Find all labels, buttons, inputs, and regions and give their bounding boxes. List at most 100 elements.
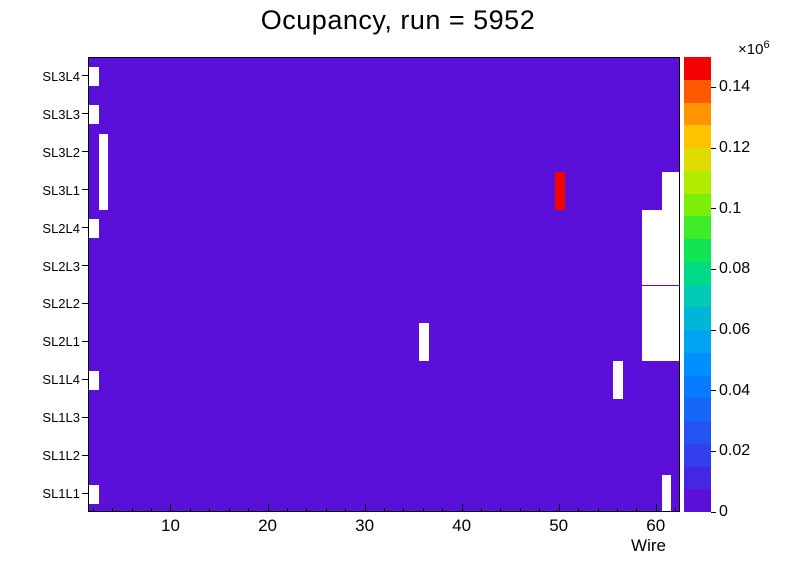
x-axis-minor-tick <box>636 508 638 512</box>
x-axis-minor-tick <box>675 508 677 512</box>
colorbar-band <box>684 215 711 239</box>
colorbar-tick-label: 0.1 <box>719 199 742 217</box>
x-axis-minor-tick <box>384 508 385 512</box>
x-axis-tick-label: 10 <box>161 516 180 535</box>
empty-bin <box>642 209 679 248</box>
empty-bin <box>89 105 99 125</box>
colorbar-band <box>684 306 711 330</box>
x-axis-tick <box>655 504 657 512</box>
colorbar-tick <box>711 86 716 88</box>
x-axis-minor-tick <box>442 508 444 512</box>
x-axis-tick-label: 60 <box>646 516 666 535</box>
colorbar-band <box>684 124 711 148</box>
heatmap-plot-area <box>88 57 680 512</box>
x-axis-minor-tick <box>481 508 483 512</box>
y-axis-label: SL3L2 <box>42 144 80 160</box>
hot-bin <box>554 171 565 210</box>
empty-bin <box>98 133 109 172</box>
empty-bin <box>418 323 429 362</box>
y-axis-label: SL2L2 <box>42 296 80 312</box>
y-axis-tick <box>82 340 89 342</box>
y-axis-label: SL1L3 <box>42 410 80 426</box>
y-axis-tick <box>82 189 89 191</box>
x-axis-minor-tick <box>228 508 230 512</box>
empty-bin <box>642 285 679 324</box>
empty-bin <box>89 219 99 239</box>
x-axis-minor-tick <box>422 508 424 512</box>
empty-bin <box>642 247 679 286</box>
colorbar-tick <box>711 329 716 331</box>
x-axis-tick <box>267 504 269 512</box>
y-axis-label: SL2L4 <box>42 220 80 236</box>
exponent-power: 6 <box>763 39 770 51</box>
colorbar-tick-label: 0.02 <box>719 442 751 460</box>
x-axis-minor-tick <box>92 508 94 512</box>
colorbar-tick <box>711 147 716 149</box>
x-axis-minor-tick <box>500 508 502 512</box>
y-axis-tick <box>82 75 89 77</box>
x-axis-tick <box>170 504 172 512</box>
x-axis-tick-label: 30 <box>355 516 375 535</box>
x-axis-minor-tick <box>616 508 618 512</box>
colorbar-band <box>684 329 711 353</box>
colorbar-band <box>684 238 711 262</box>
x-axis-minor-tick <box>286 508 288 512</box>
colorbar-band <box>684 283 711 308</box>
x-axis-minor-tick <box>519 508 521 512</box>
colorbar-band <box>684 420 711 444</box>
colorbar-band <box>684 192 711 217</box>
y-axis-tick <box>82 113 89 115</box>
colorbar-tick-label: 0.06 <box>719 321 751 338</box>
colorbar-tick-label: 0.04 <box>719 381 751 399</box>
colorbar-band <box>684 397 711 421</box>
y-axis-tick <box>82 454 89 456</box>
x-axis-minor-tick <box>248 508 250 512</box>
empty-bin <box>89 484 99 504</box>
colorbar-band <box>684 374 711 399</box>
x-axis-tick-label: 40 <box>452 516 472 535</box>
y-axis-tick <box>82 302 89 304</box>
colorbar-tick-label: 0 <box>719 503 728 520</box>
y-axis-tick <box>82 151 89 153</box>
colorbar-band <box>684 57 711 80</box>
colorbar-tick <box>711 208 716 210</box>
x-axis-minor-tick <box>189 508 191 512</box>
x-axis-minor-tick <box>597 508 599 512</box>
colorbar-exponent-label: ×106 <box>738 39 770 58</box>
colorbar-tick <box>711 450 716 452</box>
colorbar-band <box>684 79 711 103</box>
colorbar-tick <box>711 268 716 270</box>
colorbar-tick-label: 0.12 <box>719 139 751 156</box>
empty-bin <box>89 370 99 390</box>
empty-bin <box>98 171 109 210</box>
x-axis-minor-tick <box>403 508 405 512</box>
colorbar-tick <box>711 390 716 392</box>
colorbar-tick-label: 0.08 <box>719 260 751 278</box>
y-axis-tick <box>82 416 89 418</box>
colorbar-band <box>684 170 711 194</box>
x-axis-minor-tick <box>112 508 114 512</box>
colorbar <box>684 57 711 512</box>
empty-bin <box>661 475 672 511</box>
colorbar-band <box>684 147 711 171</box>
x-axis-minor-tick <box>345 508 347 512</box>
y-axis-label: SL2L1 <box>42 334 80 350</box>
y-axis-label: SL3L4 <box>42 68 80 84</box>
empty-bin <box>642 323 679 362</box>
x-axis-minor-tick <box>578 508 580 512</box>
y-axis-tick <box>82 227 89 229</box>
x-axis-tick <box>558 504 560 512</box>
empty-bin <box>613 361 623 400</box>
x-axis-minor-tick <box>209 508 211 512</box>
y-axis-label: SL3L3 <box>42 106 80 122</box>
y-axis-label: SL3L1 <box>42 182 80 198</box>
colorbar-band <box>684 443 711 467</box>
colorbar-band <box>684 101 711 126</box>
empty-bin <box>89 67 99 87</box>
chart-title: Ocupancy, run = 5952 <box>260 5 536 35</box>
x-axis-minor-tick <box>151 508 153 512</box>
x-axis-minor-tick <box>131 508 133 512</box>
y-axis-tick <box>82 265 89 267</box>
y-axis-tick <box>82 378 89 380</box>
